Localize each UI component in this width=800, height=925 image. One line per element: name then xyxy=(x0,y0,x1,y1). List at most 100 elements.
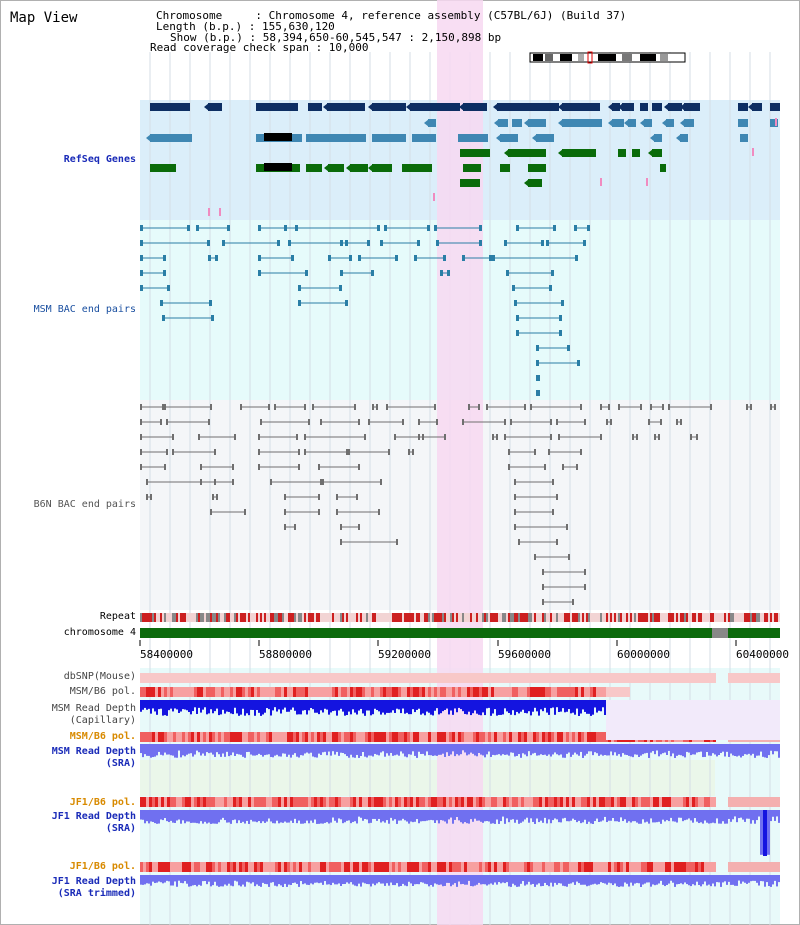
polymorphism-cell xyxy=(644,673,647,683)
polymorphism-cell xyxy=(377,862,380,872)
read-depth-bar xyxy=(460,700,462,710)
polymorphism-cell xyxy=(179,862,182,872)
polymorphism-cell xyxy=(335,797,338,807)
read-depth-bar xyxy=(728,744,730,757)
polymorphism-cell xyxy=(698,673,701,683)
track-label-jf1-depth-trimmed[interactable]: JF1 Read Depth (SRA trimmed) xyxy=(51,876,136,899)
polymorphism-cell xyxy=(395,673,398,683)
track-label-msm-bac[interactable]: MSM BAC end pairs xyxy=(33,304,136,315)
bac-end-mark xyxy=(358,419,360,425)
read-depth-bar xyxy=(394,810,396,817)
read-depth-bar xyxy=(678,810,680,817)
read-depth-bar xyxy=(742,810,744,820)
repeat-element xyxy=(686,613,688,622)
read-depth-bar xyxy=(724,875,726,882)
read-depth-bar xyxy=(314,700,316,713)
polymorphism-cell xyxy=(371,732,374,742)
read-depth-bar xyxy=(310,810,312,818)
track-label-msm-depth-sra[interactable]: MSM Read Depth (SRA) xyxy=(51,746,136,769)
read-depth-bar xyxy=(440,875,442,881)
polymorphism-cell xyxy=(683,673,686,683)
polymorphism-cell xyxy=(248,673,251,683)
read-depth-bar xyxy=(234,810,236,820)
polymorphism-cell xyxy=(344,687,347,697)
read-depth-bar xyxy=(294,744,296,751)
polymorphism-cell xyxy=(380,862,383,872)
bac-end-mark xyxy=(234,434,236,440)
read-depth-bar xyxy=(434,744,436,756)
repeat-element xyxy=(436,613,438,622)
read-depth-bar xyxy=(204,810,206,820)
gene-exon xyxy=(372,134,406,142)
polymorphism-cell xyxy=(242,687,245,697)
read-depth-bar xyxy=(660,810,662,824)
read-depth-bar xyxy=(420,810,422,822)
polymorphism-cell xyxy=(491,687,494,697)
polymorphism-cell xyxy=(206,673,209,683)
read-depth-bar xyxy=(454,700,456,709)
track-label-refseq[interactable]: RefSeq Genes xyxy=(63,154,136,165)
read-depth-bar xyxy=(506,700,508,712)
read-depth-bar xyxy=(546,875,548,886)
track-label-jf1-b6-pol[interactable]: JF1/B6 pol. xyxy=(69,797,136,808)
track-label-jf1-b6-pol-2[interactable]: JF1/B6 pol. xyxy=(69,861,136,872)
track-label-msm-depth-capillary[interactable]: MSM Read Depth (Capillary) xyxy=(51,703,136,726)
read-depth-bar xyxy=(196,744,198,751)
polymorphism-cell xyxy=(368,687,371,697)
read-depth-bar xyxy=(272,810,274,817)
polymorphism-cell xyxy=(344,673,347,683)
polymorphism-cell xyxy=(275,797,278,807)
bac-end-mark xyxy=(164,464,166,470)
bac-end-mark xyxy=(322,479,324,485)
polymorphism-cell xyxy=(491,732,494,742)
read-depth-bar xyxy=(658,744,660,757)
read-depth-bar xyxy=(332,810,334,818)
track-label-b6n-bac[interactable]: B6N BAC end pairs xyxy=(33,499,136,510)
track-label-msm-b6-pol[interactable]: MSM/B6 pol. xyxy=(69,686,136,697)
polymorphism-cell xyxy=(455,732,458,742)
polymorphism-cell xyxy=(485,732,488,742)
polymorphism-cell xyxy=(143,732,146,742)
bac-end-mark xyxy=(328,255,331,261)
read-depth-bar xyxy=(498,700,500,715)
read-depth-bar xyxy=(264,744,266,755)
repeat-element xyxy=(588,613,590,622)
read-depth-bar xyxy=(266,875,268,883)
polymorphism-cell xyxy=(557,687,560,697)
read-depth-bar xyxy=(332,744,334,752)
read-depth-bar xyxy=(146,810,148,821)
read-depth-bar xyxy=(206,700,208,715)
gene-arrow xyxy=(748,103,753,111)
bac-end-mark xyxy=(305,270,308,276)
track-label-jf1-depth-sra[interactable]: JF1 Read Depth (SRA) xyxy=(51,811,136,834)
polymorphism-cell xyxy=(236,687,239,697)
polymorphism-cell xyxy=(161,732,164,742)
polymorphism-cell xyxy=(413,687,416,697)
axis-tick-label: 60000000 xyxy=(617,648,670,661)
bac-end-mark xyxy=(291,255,294,261)
ideogram-band xyxy=(560,54,572,61)
polymorphism-cell xyxy=(461,673,464,683)
read-depth-bar xyxy=(674,810,676,822)
polymorphism-cell xyxy=(356,687,359,697)
track-label-msm-b6-pol-2[interactable]: MSM/B6 pol. xyxy=(69,731,136,742)
polymorphism-cell xyxy=(617,673,620,683)
polymorphism-cell xyxy=(182,797,185,807)
read-depth-bar xyxy=(362,700,364,714)
polymorphism-cell xyxy=(452,673,455,683)
read-depth-bar xyxy=(504,700,506,709)
track-label-dbsnp[interactable]: dbSNP(Mouse) xyxy=(63,671,136,682)
polymorphism-cell xyxy=(452,797,455,807)
polymorphism-cell xyxy=(230,797,233,807)
bac-end-mark xyxy=(258,270,261,276)
gene-exon xyxy=(460,179,480,187)
read-depth-bar xyxy=(568,875,570,884)
polymorphism-cell xyxy=(524,797,527,807)
gene-exon xyxy=(684,103,700,111)
polymorphism-cell xyxy=(359,732,362,742)
read-depth-bar xyxy=(514,700,516,716)
bac-end-mark xyxy=(211,315,214,321)
polymorphism-cell xyxy=(371,673,374,683)
polymorphism-cell xyxy=(692,862,695,872)
